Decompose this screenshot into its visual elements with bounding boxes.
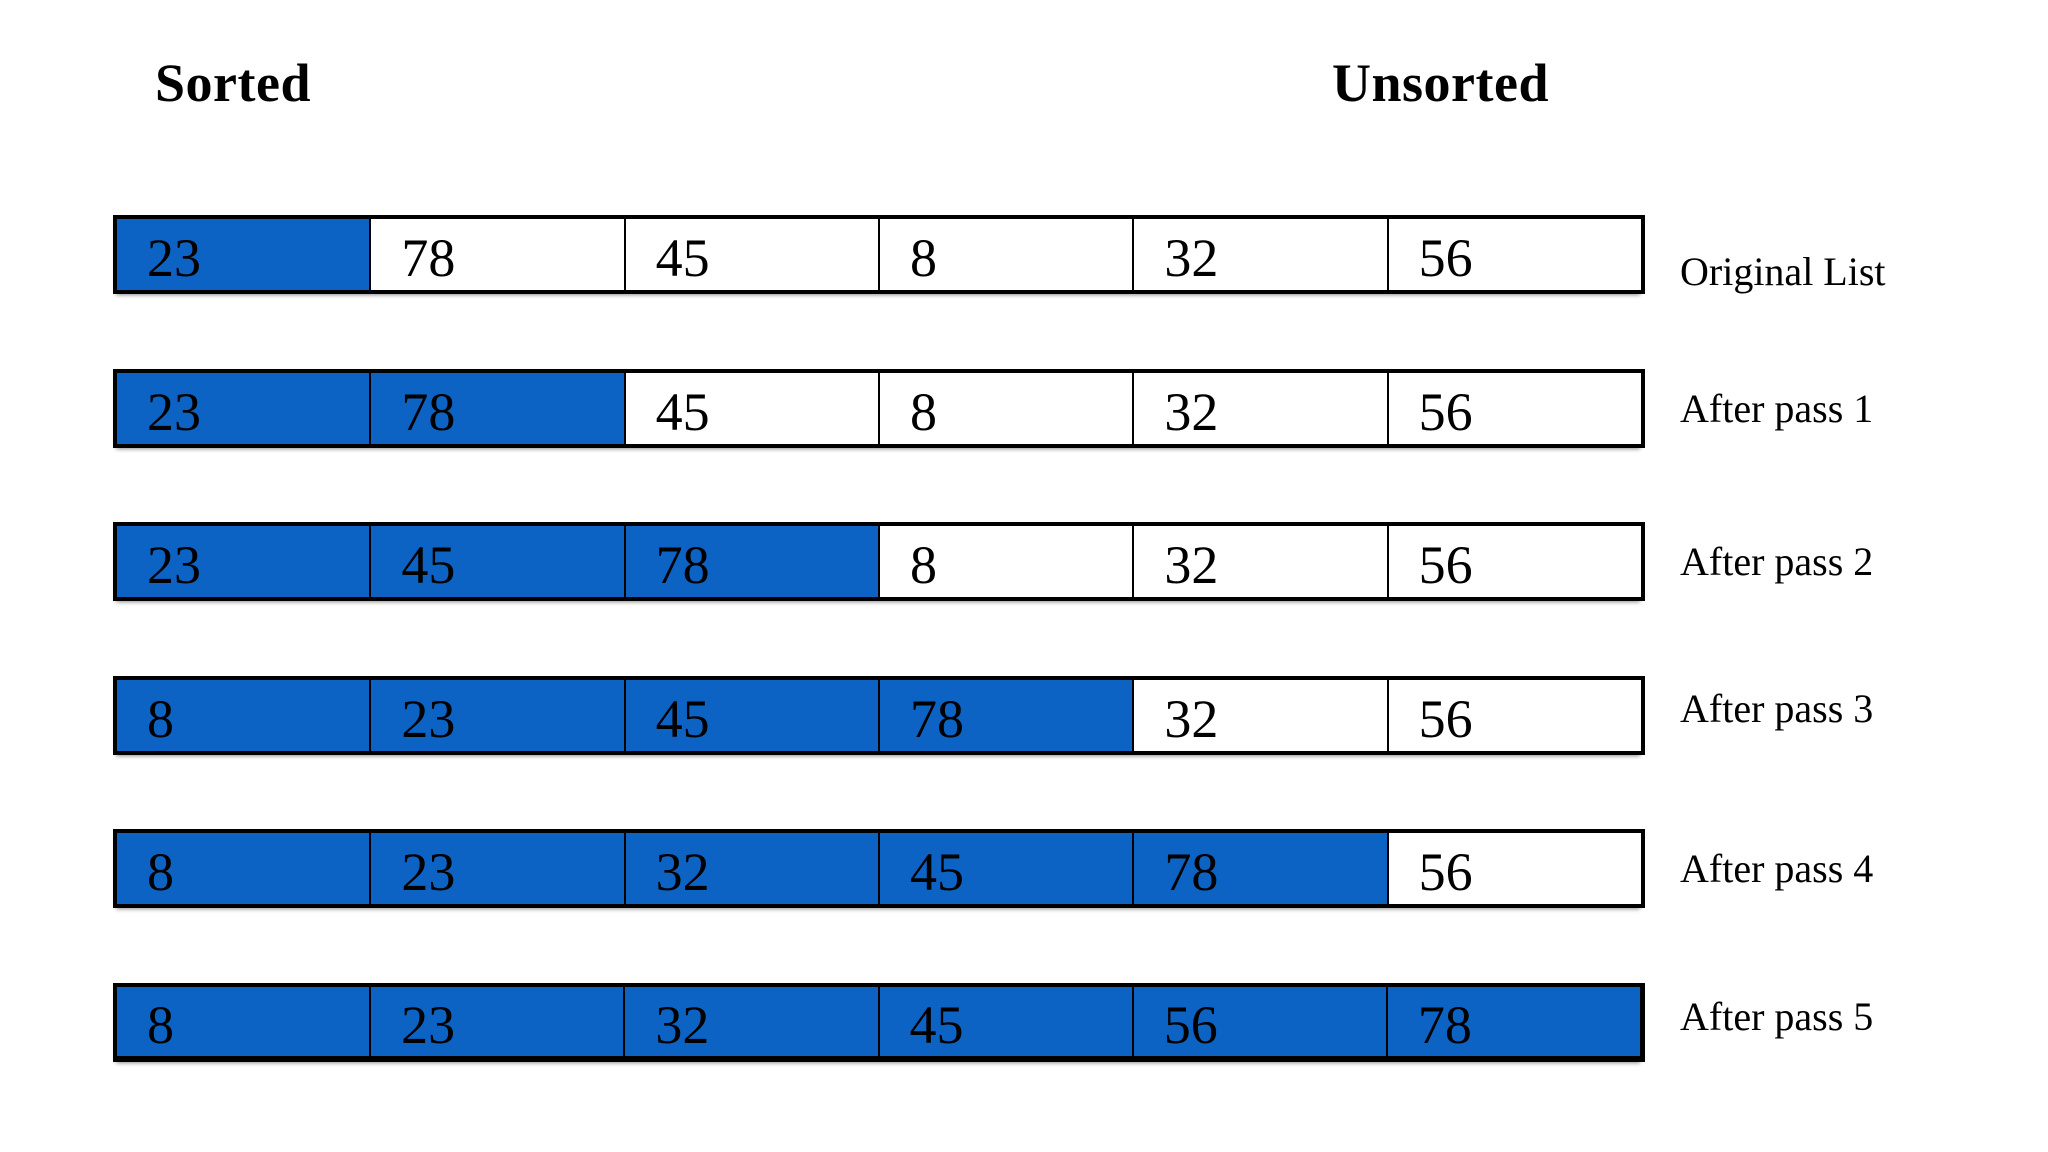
cell-value: 56 [1163, 994, 1218, 1055]
cell-value: 32 [655, 841, 710, 902]
row-label: Original List [1680, 249, 1886, 294]
cell-value: 8 [147, 688, 174, 749]
cell-value: 78 [1164, 841, 1219, 902]
list-row: 8 23 32 45 78 56 After pass 4 [0, 829, 2048, 908]
row-label: After pass 5 [1680, 994, 1874, 1039]
list-row-boxes: 8 23 32 45 56 78 [113, 983, 1645, 1062]
cell-value: 78 [401, 381, 456, 442]
sorted-cell: 8 [117, 987, 372, 1056]
sorted-cell: 23 [117, 373, 372, 444]
unsorted-cell: 45 [625, 219, 880, 290]
list-row: 23 78 45 8 32 56 Original List [0, 215, 2048, 294]
unsorted-cell: 32 [1134, 219, 1389, 290]
unsorted-section-header: Unsorted [1332, 53, 1549, 113]
cell-value: 45 [655, 227, 710, 288]
unsorted-cell: 32 [1134, 526, 1389, 597]
cell-value: 23 [147, 381, 201, 442]
sorted-cell: 23 [371, 987, 626, 1056]
cell-value: 8 [909, 381, 937, 442]
cell-value: 23 [401, 688, 456, 749]
sorted-cell: 32 [625, 833, 880, 904]
cell-value: 56 [1418, 841, 1473, 902]
sorted-cell: 45 [879, 833, 1135, 904]
list-row-boxes: 23 45 78 8 32 56 [113, 522, 1645, 601]
sorted-cell: 78 [625, 526, 880, 597]
row-label: After pass 1 [1680, 386, 1874, 431]
cell-value: 45 [655, 381, 710, 442]
list-row-boxes: 8 23 32 45 78 56 [113, 829, 1645, 908]
cell-value: 78 [909, 688, 964, 749]
cell-value: 56 [1418, 227, 1473, 288]
cell-value: 8 [909, 534, 937, 595]
sorted-cell: 78 [371, 373, 626, 444]
unsorted-cell: 32 [1134, 680, 1389, 751]
row-label: After pass 2 [1680, 539, 1874, 584]
list-row: 23 45 78 8 32 56 After pass 2 [0, 522, 2048, 601]
cell-value: 32 [1164, 227, 1219, 288]
list-row: 8 23 45 78 32 56 After pass 3 [0, 676, 2048, 755]
unsorted-cell: 8 [879, 219, 1135, 290]
sorted-cell: 56 [1133, 987, 1388, 1056]
sorted-cell: 23 [117, 219, 372, 290]
row-label: After pass 3 [1680, 686, 1874, 731]
sorted-cell: 45 [625, 680, 880, 751]
unsorted-cell: 56 [1388, 833, 1641, 904]
cell-value: 23 [147, 227, 201, 288]
list-row-boxes: 8 23 45 78 32 56 [113, 676, 1645, 755]
sorted-cell: 23 [371, 833, 626, 904]
cell-value: 45 [655, 688, 710, 749]
list-row: 23 78 45 8 32 56 After pass 1 [0, 369, 2048, 448]
cell-value: 78 [655, 534, 710, 595]
sorted-cell: 78 [1387, 987, 1641, 1056]
unsorted-cell: 45 [625, 373, 880, 444]
sorted-cell: 8 [117, 680, 372, 751]
unsorted-cell: 8 [879, 526, 1135, 597]
unsorted-cell: 56 [1388, 680, 1641, 751]
cell-value: 23 [401, 994, 456, 1055]
list-row-boxes: 23 78 45 8 32 56 [113, 215, 1645, 294]
cell-value: 8 [909, 227, 937, 288]
unsorted-cell: 56 [1388, 219, 1641, 290]
sorted-cell: 45 [371, 526, 626, 597]
unsorted-cell: 8 [879, 373, 1135, 444]
cell-value: 32 [1164, 688, 1219, 749]
cell-value: 78 [401, 227, 456, 288]
list-row: 8 23 32 45 56 78 After pass 5 [0, 983, 2048, 1062]
cell-value: 32 [655, 994, 710, 1055]
list-row-boxes: 23 78 45 8 32 56 [113, 369, 1645, 448]
unsorted-cell: 32 [1134, 373, 1389, 444]
cell-value: 32 [1164, 381, 1219, 442]
unsorted-cell: 56 [1388, 373, 1641, 444]
cell-value: 23 [147, 534, 201, 595]
cell-value: 23 [401, 841, 456, 902]
sorted-cell: 23 [371, 680, 626, 751]
sorted-section-header: Sorted [155, 53, 311, 113]
cell-value: 32 [1164, 534, 1219, 595]
cell-value: 45 [909, 841, 964, 902]
cell-value: 45 [401, 534, 456, 595]
cell-value: 8 [147, 994, 174, 1055]
cell-value: 78 [1417, 994, 1472, 1055]
cell-value: 56 [1418, 534, 1473, 595]
sorted-cell: 23 [117, 526, 372, 597]
sorted-cell: 45 [879, 987, 1134, 1056]
cell-value: 56 [1418, 688, 1473, 749]
sorted-cell: 78 [879, 680, 1135, 751]
cell-value: 8 [147, 841, 174, 902]
sorted-cell: 8 [117, 833, 372, 904]
cell-value: 56 [1418, 381, 1473, 442]
sorted-cell: 78 [1134, 833, 1389, 904]
cell-value: 45 [909, 994, 964, 1055]
unsorted-cell: 78 [371, 219, 626, 290]
sorted-cell: 32 [625, 987, 880, 1056]
row-label: After pass 4 [1680, 846, 1874, 891]
unsorted-cell: 56 [1388, 526, 1641, 597]
